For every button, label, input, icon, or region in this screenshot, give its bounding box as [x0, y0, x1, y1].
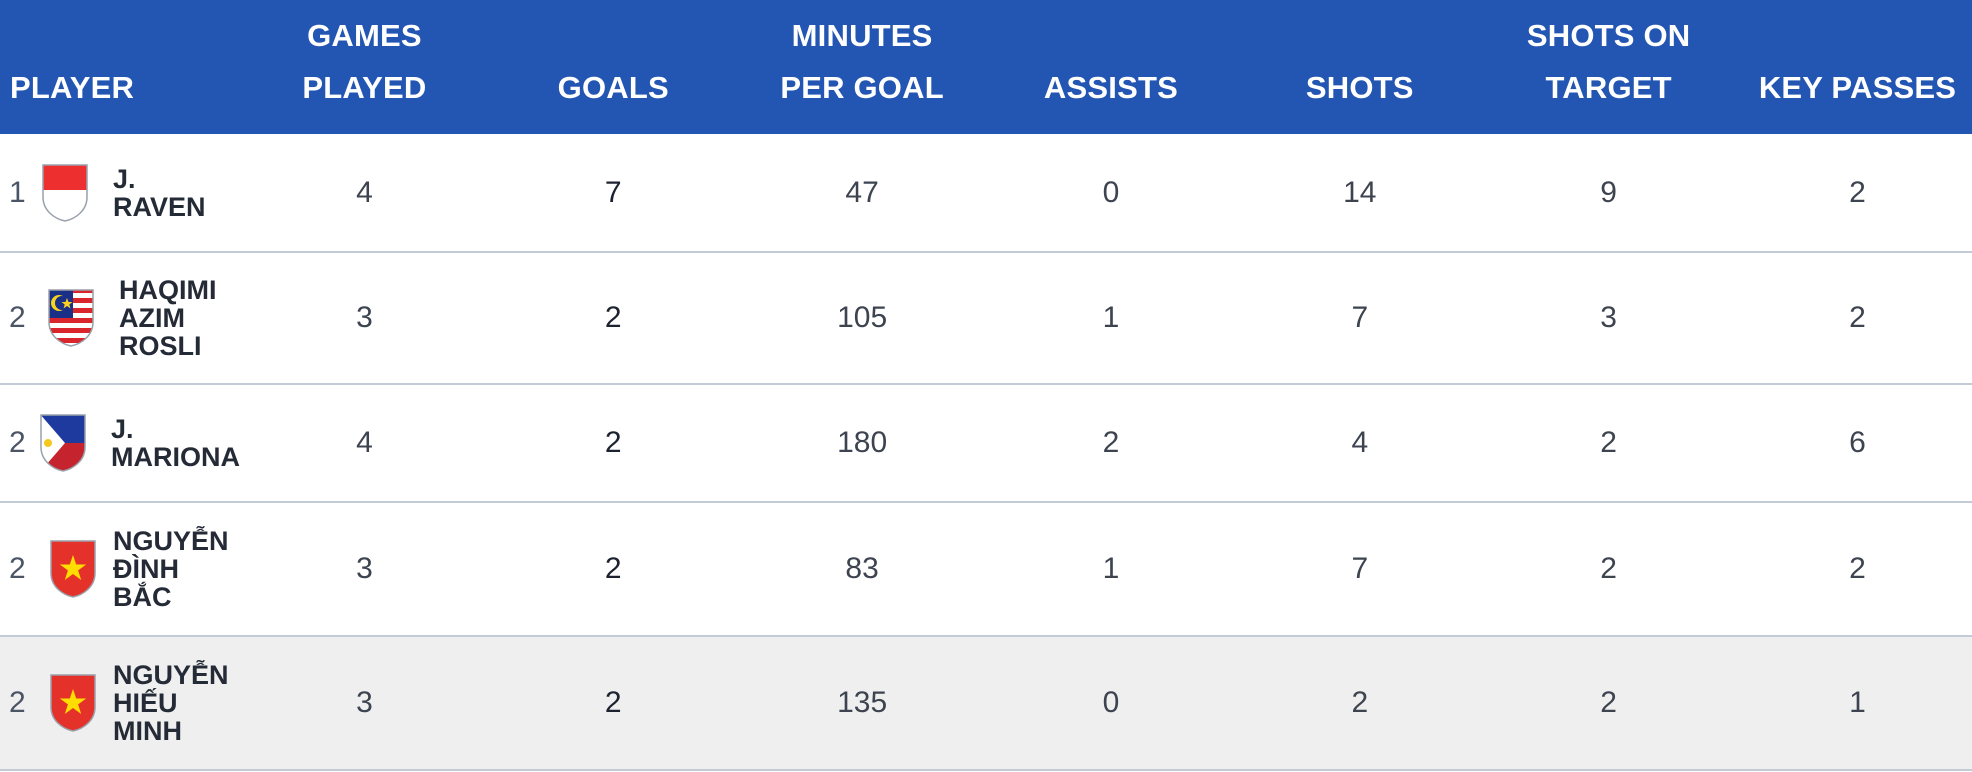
shots-on-target-cell: 3 [1600, 301, 1617, 334]
vietnam-flag-icon [50, 540, 96, 598]
table-row[interactable]: 2 NGUYỄN HIẾU MINH 3 2 135 0 2 2 [0, 636, 1972, 770]
player-name[interactable]: J. RAVEN [113, 163, 206, 222]
minutes-per-goal-cell: 83 [845, 552, 879, 585]
minutes-per-goal-cell: 180 [837, 426, 888, 459]
shots-cell: 7 [1351, 301, 1369, 334]
table-header: PLAYER GAMES PLAYED GOALS MINUTES PER GOAL… [0, 0, 1972, 134]
player-cell[interactable]: 2 NGUYỄN ĐÌNH BẮC [0, 502, 240, 636]
column-header-shots[interactable]: SHOTS [1305, 70, 1414, 105]
malaysia-flag-icon [48, 289, 94, 347]
games-played-cell: 4 [356, 426, 373, 459]
rank: 2 [9, 686, 26, 719]
table-row[interactable]: 2 [0, 252, 1972, 384]
key-passes-cell: 2 [1849, 552, 1866, 585]
assists-cell: 1 [1102, 552, 1120, 585]
column-header-goals[interactable]: GOALS [557, 70, 669, 105]
player-name[interactable]: J. MARIONA [111, 414, 240, 472]
games-played-cell: 4 [356, 175, 373, 209]
minutes-per-goal-cell: 47 [845, 175, 879, 209]
games-played-cell: 3 [356, 301, 373, 334]
shots-cell: 14 [1343, 175, 1377, 209]
goals-cell: 2 [604, 686, 622, 719]
column-header-shots-on-target[interactable]: SHOTS ON TARGET [1526, 18, 1691, 105]
assists-cell: 1 [1102, 301, 1120, 334]
table-row[interactable]: 2 NGUYỄN ĐÌNH BẮC 3 2 83 1 7 2 [0, 502, 1972, 636]
philippines-flag-icon [40, 414, 86, 472]
vietnam-flag-icon [50, 674, 96, 732]
assists-cell: 2 [1102, 426, 1120, 459]
key-passes-cell: 2 [1849, 301, 1866, 334]
goals-cell: 2 [604, 426, 622, 459]
key-passes-cell: 6 [1849, 426, 1866, 459]
shots-on-target-cell: 2 [1600, 426, 1617, 459]
player-cell[interactable]: 1 J. RAVEN [0, 134, 240, 252]
player-name[interactable]: NGUYỄN HIẾU MINH [113, 660, 229, 746]
minutes-per-goal-cell: 135 [837, 686, 888, 719]
column-header-games-played[interactable]: GAMES PLAYED [302, 18, 427, 105]
table-row[interactable]: 2 J. MARIONA 4 2 180 [0, 384, 1972, 502]
shots-on-target-cell: 2 [1600, 686, 1617, 719]
column-header-assists[interactable]: ASSISTS [1043, 70, 1178, 105]
assists-cell: 0 [1102, 686, 1120, 719]
shots-cell: 2 [1351, 686, 1369, 719]
shots-cell: 4 [1351, 426, 1369, 459]
player-name[interactable]: HAQIMI AZIM ROSLI [119, 275, 217, 361]
rank: 2 [9, 552, 26, 585]
player-cell[interactable]: 2 J. MARIONA [0, 384, 240, 502]
table-row[interactable]: 1 J. RAVEN 4 7 47 0 14 9 2 [0, 134, 1972, 252]
column-header-minutes-per-goal[interactable]: MINUTES PER GOAL [780, 18, 944, 105]
column-header-key-passes[interactable]: KEY PASSES [1758, 70, 1957, 105]
key-passes-cell: 2 [1849, 175, 1866, 209]
shots-on-target-cell: 2 [1600, 552, 1617, 585]
player-name[interactable]: NGUYỄN ĐÌNH BẮC [113, 526, 229, 612]
player-cell[interactable]: 2 NGUYỄN HIẾU MINH [0, 636, 240, 770]
shots-on-target-cell: 9 [1600, 175, 1617, 209]
rank: 2 [9, 301, 26, 334]
assists-cell: 0 [1102, 175, 1120, 209]
rank: 2 [9, 426, 26, 459]
table-body: 1 J. RAVEN 4 7 47 0 14 9 2 [0, 134, 1972, 770]
shots-cell: 7 [1351, 552, 1369, 585]
minutes-per-goal-cell: 105 [837, 301, 888, 334]
column-header-player[interactable]: PLAYER [10, 70, 135, 105]
rank: 1 [9, 175, 26, 209]
goals-cell: 7 [604, 175, 622, 209]
player-cell[interactable]: 2 [0, 252, 240, 384]
games-played-cell: 3 [356, 686, 373, 719]
indonesia-flag-icon [42, 163, 88, 222]
goals-cell: 2 [604, 301, 622, 334]
goals-cell: 2 [604, 552, 622, 585]
key-passes-cell: 1 [1849, 686, 1866, 719]
games-played-cell: 3 [356, 552, 373, 585]
